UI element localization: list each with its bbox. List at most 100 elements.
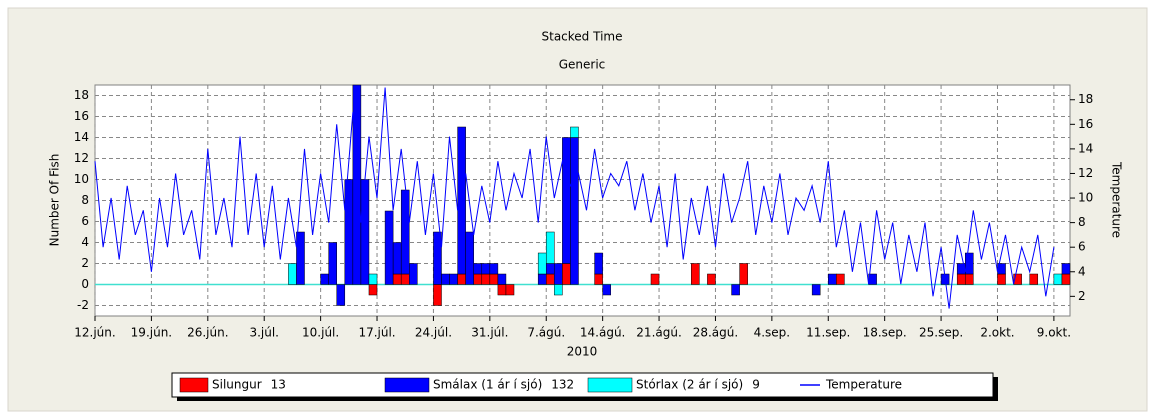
y2-tick-label: 12 [1078, 166, 1093, 180]
bar-segment [296, 231, 305, 285]
bar-segment [964, 273, 974, 285]
x-tick-label: 26.jún. [187, 326, 228, 340]
bar-segment [288, 263, 297, 285]
bar-segment [545, 273, 555, 285]
bar-segment [997, 273, 1006, 285]
legend-label: Silungur [212, 378, 262, 392]
bar-segment [473, 263, 483, 275]
bar-segment [368, 273, 378, 285]
x-tick-label: 31.júl. [471, 326, 508, 340]
x-tick-label: 21.ágú. [636, 326, 681, 340]
y-tick-label: 4 [81, 235, 89, 249]
x-tick-label: 18.sep. [863, 326, 907, 340]
bar-segment [554, 263, 563, 285]
bar-segment [433, 231, 442, 285]
y-tick-label: -2 [77, 298, 89, 312]
bar-segment [328, 242, 337, 285]
bar-segment [1029, 273, 1039, 285]
bar-segment [836, 273, 845, 285]
bar-segment [481, 263, 491, 275]
bar-segment [441, 273, 450, 285]
legend-total: 132 [551, 378, 574, 392]
bar-segment [562, 137, 571, 264]
y-axis-label: Number Of Fish [48, 154, 62, 247]
legend-total: 9 [752, 378, 760, 392]
bar-segment [739, 263, 748, 285]
bar-segment [481, 273, 491, 285]
x-tick-label: 2.okt. [980, 326, 1014, 340]
bar-segment [433, 284, 442, 306]
bar-segment [392, 273, 402, 285]
bar-segment [691, 263, 700, 285]
x-tick-label: 3.júl. [249, 326, 279, 340]
bar-segment [650, 273, 660, 285]
x-tick-label: 14.ágú. [580, 326, 625, 340]
bar-segment [449, 273, 458, 285]
bar-segment [868, 273, 877, 285]
y2-tick-label: 8 [1078, 215, 1086, 229]
legend-swatch [384, 377, 430, 393]
bar-segment [554, 284, 563, 296]
bar-segment [602, 284, 611, 296]
legend-label: Temperature [825, 378, 902, 392]
y2-tick-label: 10 [1078, 191, 1093, 205]
x-tick-label: 4.sep. [754, 326, 791, 340]
y2-axis-label: Temperature [1110, 161, 1124, 238]
temperature-line [94, 87, 1055, 309]
bar-segment [811, 284, 821, 296]
bar-segment [570, 137, 579, 285]
y-tick-label: 10 [74, 172, 89, 186]
x-tick-label: 28.ágú. [693, 326, 738, 340]
x-tick-label: 17.júl. [358, 326, 395, 340]
bar-segment [392, 242, 402, 275]
y-tick-label: 8 [81, 193, 89, 207]
x-tick-label: 10.júl. [302, 326, 339, 340]
y2-tick-label: 18 [1078, 92, 1093, 106]
bar-segment [562, 263, 571, 285]
bar-segment [537, 273, 547, 285]
y-tick-label: 0 [81, 277, 89, 291]
x-tick-label: 7.ágú. [527, 326, 565, 340]
bar-segment [336, 284, 346, 306]
y2-tick-label: 4 [1078, 264, 1086, 278]
bar-segment [360, 179, 370, 285]
bar-segment [497, 273, 507, 285]
bar-segment [1053, 273, 1063, 285]
x-tick-label: 11.sep. [806, 326, 850, 340]
y-tick-label: 14 [74, 130, 89, 144]
y-tick-label: 18 [74, 88, 89, 102]
bar-segment [594, 252, 603, 275]
bar-segment [497, 284, 507, 296]
y-tick-label: 16 [74, 109, 89, 123]
legend-swatch [179, 377, 209, 393]
bar-segment [570, 126, 579, 138]
bar-segment [489, 273, 499, 285]
y2-tick-label: 6 [1078, 240, 1086, 254]
bar-segment [384, 210, 394, 285]
bar-segment [1061, 273, 1071, 285]
bar-segment [964, 252, 974, 275]
bar-segment [400, 273, 410, 285]
x-tick-label: 12.jún. [74, 326, 115, 340]
bar-segment [1061, 263, 1071, 275]
x-tick-label: 25.sep. [919, 326, 963, 340]
y-tick-label: 6 [81, 214, 89, 228]
x-tick-label: 19.jún. [131, 326, 172, 340]
legend [171, 372, 994, 398]
bar-segment [545, 263, 555, 275]
bar-segment [320, 273, 329, 285]
bar-segment [352, 84, 362, 285]
y-tick-label: 12 [74, 151, 89, 165]
bar-segment [731, 284, 740, 296]
bar-segment [489, 263, 499, 275]
legend-label: Smálax (1 ár í sjó) [433, 378, 542, 392]
bar-segment [409, 263, 418, 285]
x-axis-label: 2010 [567, 345, 598, 359]
bar-segment [505, 284, 515, 296]
bar-segment [400, 189, 410, 275]
y2-tick-label: 14 [1078, 141, 1093, 155]
bar-segment [465, 231, 474, 285]
bar-segment [457, 126, 466, 275]
